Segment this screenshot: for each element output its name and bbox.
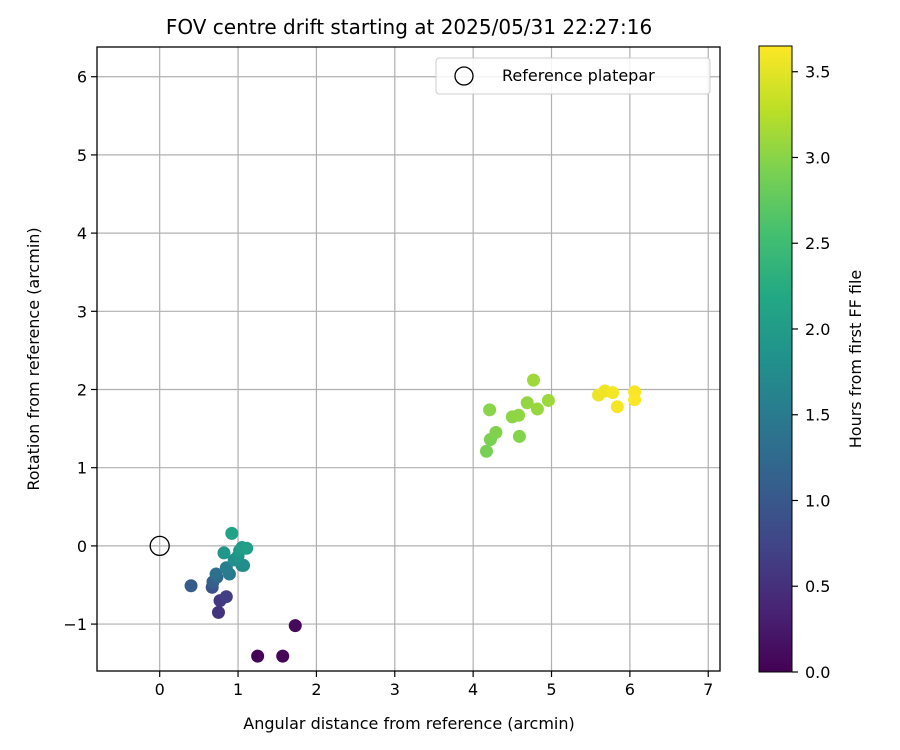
x-tick-label: 3 <box>390 680 400 699</box>
chart-title: FOV centre drift starting at 2025/05/31 … <box>166 15 652 39</box>
data-point <box>530 402 544 416</box>
data-point <box>541 393 555 407</box>
reference-platepar-marker <box>149 535 170 557</box>
data-points <box>184 373 642 663</box>
y-tick-label: 4 <box>77 224 87 243</box>
y-axis-ticks: −1 0 1 2 3 4 5 6 <box>63 68 97 634</box>
data-point <box>211 605 225 619</box>
data-point <box>479 444 493 458</box>
legend: Reference platepar <box>435 57 711 95</box>
data-point <box>219 590 233 604</box>
data-point <box>276 649 290 663</box>
y-tick-label: 0 <box>77 537 87 556</box>
data-point <box>217 546 231 560</box>
data-point <box>184 579 198 593</box>
plot-frame <box>96 46 721 672</box>
legend-marker-icon <box>454 66 474 86</box>
colorbar-gradient <box>758 45 793 673</box>
y-tick-label: −1 <box>63 615 87 634</box>
colorbar-tick-label: 2.0 <box>805 320 830 339</box>
x-tick-label: 1 <box>233 680 243 699</box>
colorbar-ticks: 0.0 0.5 1.0 1.5 2.0 2.5 3.0 3.5 <box>792 63 830 682</box>
x-tick-label: 5 <box>546 680 556 699</box>
colorbar-label: Hours from first FF file <box>846 270 865 449</box>
colorbar-tick-label: 3.0 <box>805 148 830 167</box>
x-axis-ticks: 0 1 2 3 4 5 6 7 <box>155 671 713 699</box>
y-tick-label: 5 <box>77 146 87 165</box>
y-tick-label: 6 <box>77 68 87 87</box>
data-point <box>288 619 302 633</box>
data-point <box>520 396 534 410</box>
y-tick-label: 1 <box>77 459 87 478</box>
x-tick-label: 4 <box>468 680 478 699</box>
data-point <box>240 541 254 555</box>
colorbar-tick-label: 0.0 <box>805 663 830 682</box>
data-point <box>225 526 239 540</box>
x-axis-label: Angular distance from reference (arcmin) <box>243 714 574 733</box>
data-point <box>489 426 503 440</box>
x-tick-label: 2 <box>311 680 321 699</box>
data-point <box>606 386 620 400</box>
legend-box <box>435 57 711 95</box>
x-tick-label: 6 <box>625 680 635 699</box>
colorbar-tick-label: 3.5 <box>805 63 830 82</box>
data-point <box>526 373 540 387</box>
data-point <box>512 429 526 443</box>
colorbar-tick-label: 1.5 <box>805 406 830 425</box>
colorbar-tick-label: 2.5 <box>805 234 830 253</box>
colorbar-tick-label: 1.0 <box>805 491 830 510</box>
y-tick-label: 3 <box>77 302 87 321</box>
legend-entry-label: Reference platepar <box>502 66 655 85</box>
grid-lines <box>97 47 720 671</box>
data-point <box>512 408 526 422</box>
x-tick-label: 0 <box>155 680 165 699</box>
reference-point <box>149 535 170 557</box>
data-point <box>237 558 251 572</box>
x-tick-label: 7 <box>703 680 713 699</box>
data-point <box>610 400 624 414</box>
data-point <box>628 393 642 407</box>
colorbar-tick-label: 0.5 <box>805 577 830 596</box>
data-point <box>483 403 497 417</box>
data-point <box>209 567 223 581</box>
y-axis-label: Rotation from reference (arcmin) <box>24 227 43 490</box>
colorbar: 0.0 0.5 1.0 1.5 2.0 2.5 3.0 3.5 Hours from firs… <box>758 45 865 682</box>
y-tick-label: 2 <box>77 380 87 399</box>
data-point <box>251 649 265 663</box>
